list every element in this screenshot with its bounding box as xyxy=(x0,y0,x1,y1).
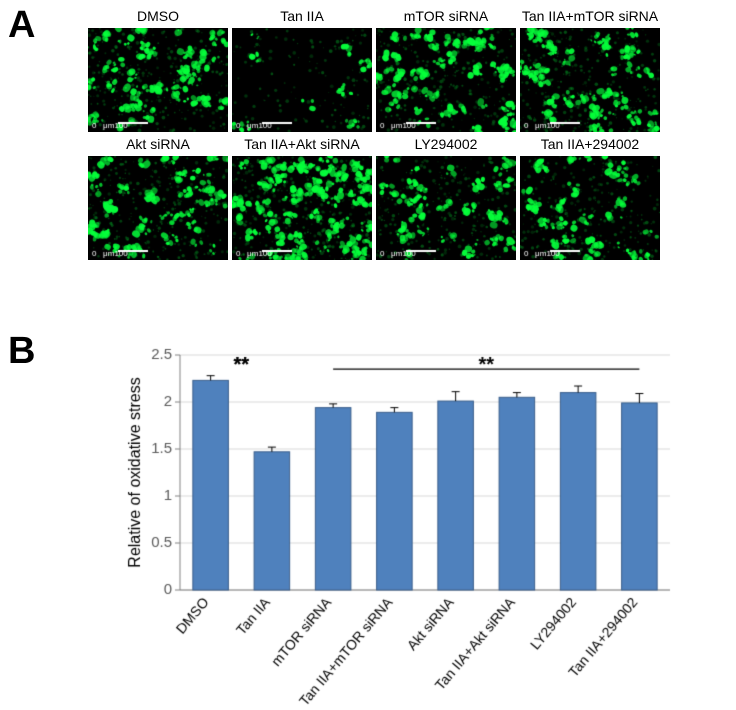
micrograph-image xyxy=(232,28,372,132)
micrograph-cell: Tan IIA xyxy=(232,8,372,132)
micrograph-label: Tan IIA+mTOR siRNA xyxy=(522,8,658,24)
micrograph-cell: Tan IIA+Akt siRNA xyxy=(232,136,372,260)
bar-chart xyxy=(120,345,680,710)
micrograph-label: Tan IIA+294002 xyxy=(541,136,639,152)
panel-label-a: A xyxy=(8,4,35,47)
micrograph-image xyxy=(88,28,228,132)
micrograph-cell: Tan IIA+mTOR siRNA xyxy=(520,8,660,132)
micrograph-label: LY294002 xyxy=(415,136,478,152)
micrograph-cell: Tan IIA+294002 xyxy=(520,136,660,260)
micrograph-label: mTOR siRNA xyxy=(404,8,489,24)
micrograph-cell: Akt siRNA xyxy=(88,136,228,260)
micrograph-cell: DMSO xyxy=(88,8,228,132)
micrograph-label: Akt siRNA xyxy=(126,136,190,152)
micrograph-label: DMSO xyxy=(137,8,179,24)
micrograph-grid: DMSO Tan IIA mTOR siRNA Tan IIA+mTOR siRNA A… xyxy=(88,8,660,260)
micrograph-label: Tan IIA+Akt siRNA xyxy=(244,136,360,152)
micrograph-image xyxy=(376,156,516,260)
panel-label-b: B xyxy=(8,330,35,373)
micrograph-image xyxy=(520,156,660,260)
micrograph-image xyxy=(232,156,372,260)
micrograph-cell: LY294002 xyxy=(376,136,516,260)
micrograph-image xyxy=(88,156,228,260)
micrograph-label: Tan IIA xyxy=(280,8,324,24)
bar-chart-canvas xyxy=(120,345,680,705)
micrograph-image xyxy=(376,28,516,132)
micrograph-image xyxy=(520,28,660,132)
micrograph-cell: mTOR siRNA xyxy=(376,8,516,132)
